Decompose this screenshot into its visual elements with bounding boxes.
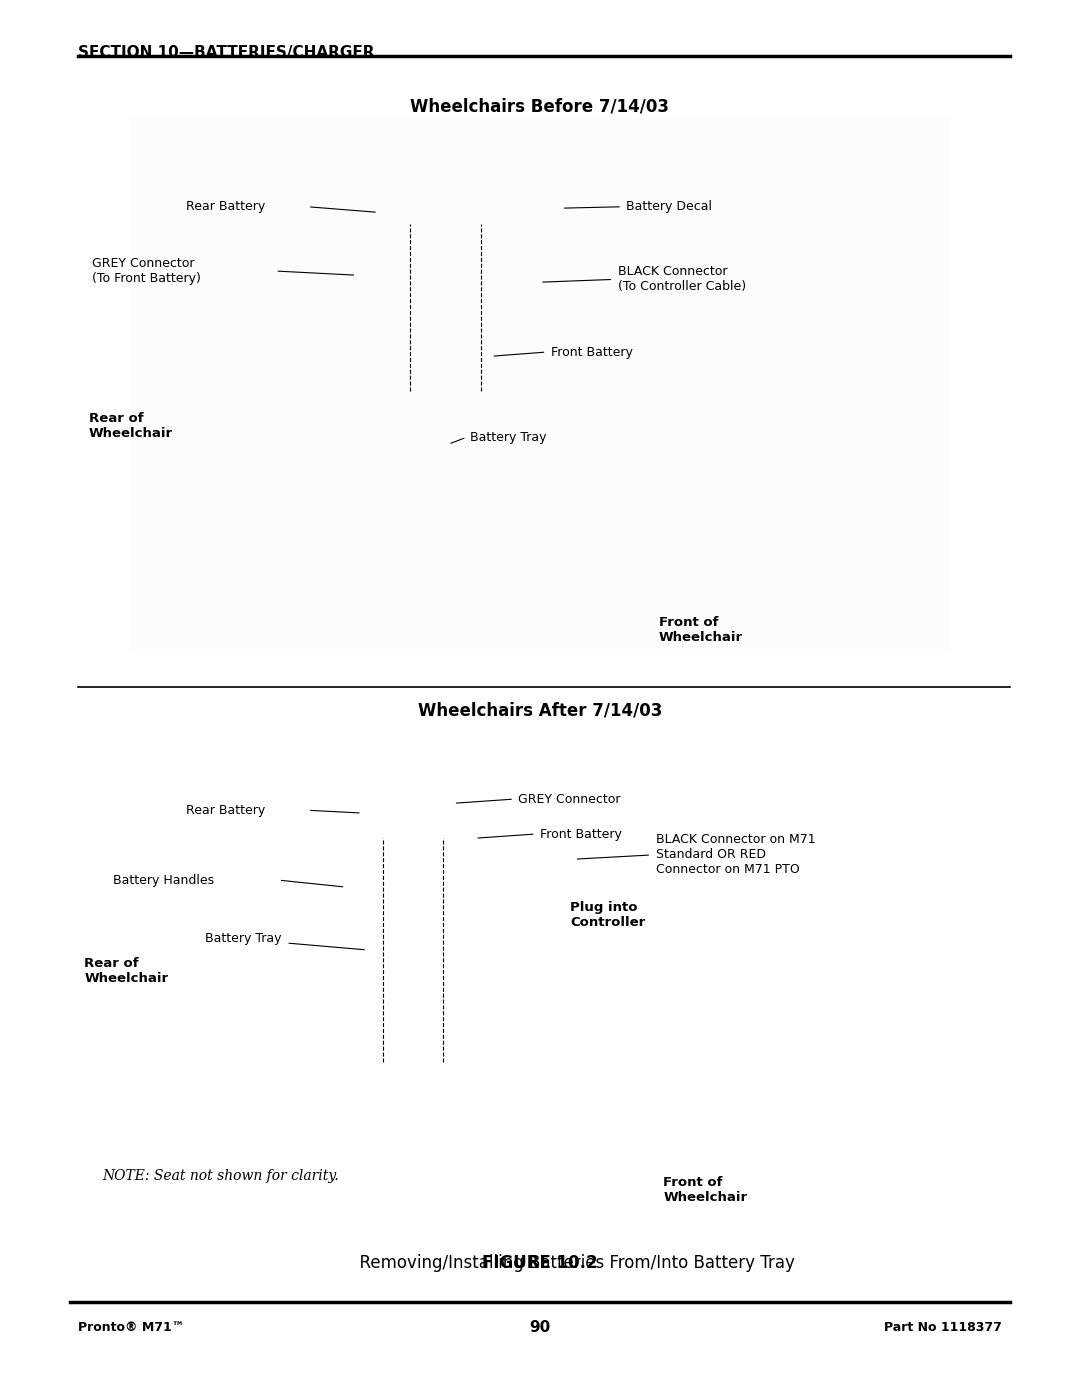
Text: Wheelchairs After 7/14/03: Wheelchairs After 7/14/03 <box>418 701 662 719</box>
Text: Battery Tray: Battery Tray <box>205 932 282 946</box>
Text: Front Battery: Front Battery <box>551 345 633 359</box>
Text: Wheelchairs Before 7/14/03: Wheelchairs Before 7/14/03 <box>410 98 670 116</box>
Text: Plug into
Controller: Plug into Controller <box>570 901 646 929</box>
Text: BLACK Connector on M71
Standard OR RED
Connector on M71 PTO: BLACK Connector on M71 Standard OR RED C… <box>656 834 815 876</box>
Text: Battery Decal: Battery Decal <box>626 200 713 214</box>
Text: Front of
Wheelchair: Front of Wheelchair <box>659 616 743 644</box>
Text: Rear of
Wheelchair: Rear of Wheelchair <box>89 412 173 440</box>
Text: Front Battery: Front Battery <box>540 827 622 841</box>
Text: GREY Connector: GREY Connector <box>518 792 621 806</box>
Text: SECTION 10—BATTERIES/CHARGER: SECTION 10—BATTERIES/CHARGER <box>78 45 375 60</box>
Text: Rear Battery: Rear Battery <box>186 200 265 214</box>
Text: Front of
Wheelchair: Front of Wheelchair <box>663 1176 747 1204</box>
Text: Removing/Installing Batteries From/Into Battery Tray: Removing/Installing Batteries From/Into … <box>285 1255 795 1271</box>
Text: BLACK Connector
(To Controller Cable): BLACK Connector (To Controller Cable) <box>618 265 746 293</box>
Text: Pronto® M71™: Pronto® M71™ <box>78 1320 184 1334</box>
Text: NOTE: Seat not shown for clarity.: NOTE: Seat not shown for clarity. <box>103 1169 339 1183</box>
Text: 90: 90 <box>529 1320 551 1334</box>
Text: Rear of
Wheelchair: Rear of Wheelchair <box>84 957 168 985</box>
Text: Rear Battery: Rear Battery <box>186 803 265 817</box>
Text: GREY Connector
(To Front Battery): GREY Connector (To Front Battery) <box>92 257 201 285</box>
Text: Part No 1118377: Part No 1118377 <box>885 1320 1002 1334</box>
Text: FIGURE 10.2: FIGURE 10.2 <box>482 1255 598 1271</box>
Text: Battery Tray: Battery Tray <box>470 430 546 444</box>
FancyBboxPatch shape <box>130 119 950 650</box>
Text: Battery Handles: Battery Handles <box>113 873 215 887</box>
